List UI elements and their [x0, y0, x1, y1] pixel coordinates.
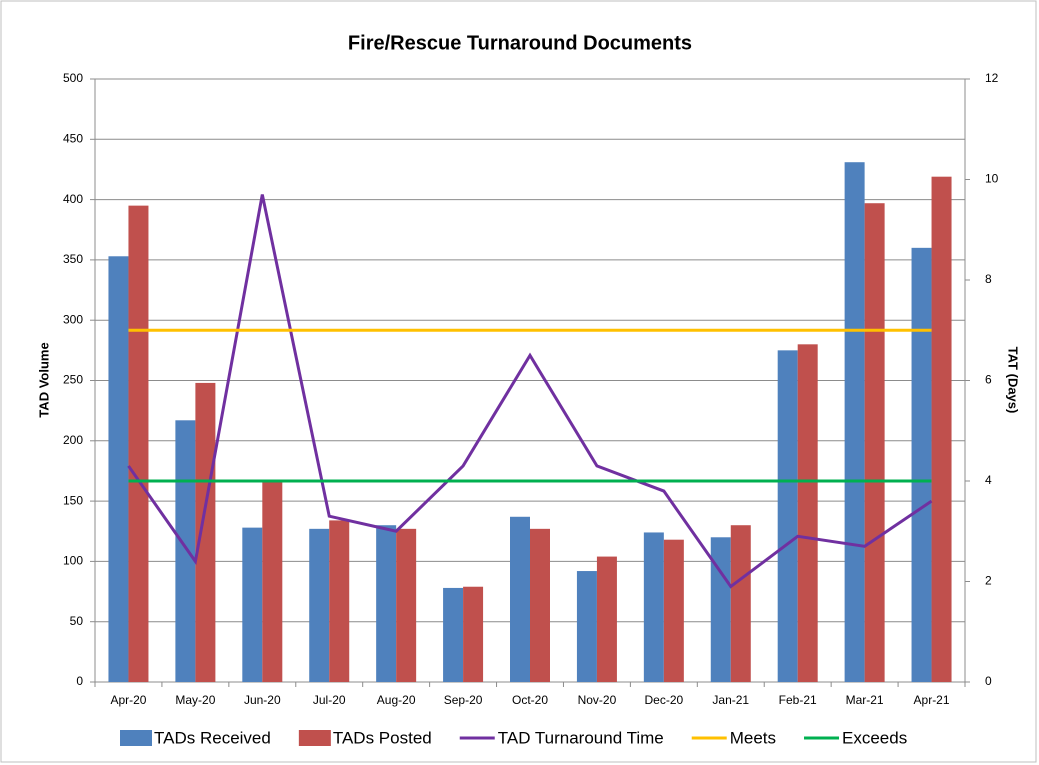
y-axis-title: TAD Volume [36, 342, 51, 417]
x-tick-label: Oct-20 [512, 693, 548, 707]
y2-tick-label: 12 [985, 71, 999, 85]
x-tick-label: Jun-20 [244, 693, 281, 707]
y-tick-label: 50 [70, 614, 84, 628]
y2-tick-label: 10 [985, 172, 999, 186]
y-tick-label: 400 [63, 192, 83, 206]
bar [195, 382, 216, 682]
x-tick-label: Apr-20 [110, 693, 146, 707]
line-series [127, 194, 933, 589]
legend-swatch [120, 730, 152, 746]
bar [911, 247, 932, 682]
y-tick-label: 250 [63, 373, 83, 387]
legend-label: TAD Turnaround Time [498, 728, 664, 747]
y-tick-label: 0 [76, 674, 83, 688]
x-tick-label: May-20 [175, 693, 215, 707]
bar [262, 481, 283, 682]
y-tick-label: 200 [63, 433, 83, 447]
bar [777, 350, 798, 682]
bar [530, 528, 550, 682]
x-tick-label: Feb-21 [779, 693, 817, 707]
x-tick-label: Mar-21 [846, 693, 884, 707]
bar [329, 520, 350, 682]
y-tick-label: 150 [63, 493, 83, 507]
x-tick-label: Nov-20 [578, 693, 617, 707]
y-tick-label: 450 [63, 131, 83, 145]
x-tick-label: Jul-20 [313, 693, 346, 707]
y2-tick-label: 4 [985, 473, 992, 487]
legend-label: TADs Received [154, 728, 271, 747]
bar [463, 586, 484, 682]
bar [128, 205, 149, 682]
x-tick-label: Apr-21 [914, 693, 950, 707]
bar [844, 162, 865, 683]
y2-tick-label: 2 [985, 574, 992, 588]
legend-label: Exceeds [842, 728, 907, 747]
bar [242, 527, 263, 682]
bar [175, 420, 196, 682]
bar [576, 571, 597, 682]
y2-axis-title: TAT (Days) [1006, 347, 1021, 414]
y-tick-label: 100 [63, 554, 83, 568]
y-tick-label: 350 [63, 252, 83, 266]
bar [710, 537, 731, 682]
x-tick-label: Dec-20 [645, 693, 684, 707]
legend-label: TADs Posted [333, 728, 432, 747]
bar [730, 525, 751, 682]
y2-tick-label: 0 [985, 674, 992, 688]
x-tick-label: Aug-20 [377, 693, 416, 707]
bar [309, 528, 330, 682]
chart-title: Fire/Rescue Turnaround Documents [348, 32, 692, 54]
y-tick-label: 500 [63, 71, 83, 85]
y2-tick-label: 6 [985, 373, 992, 387]
bar [396, 528, 417, 682]
bar [596, 556, 617, 682]
bar [797, 344, 818, 682]
x-tick-label: Jan-21 [712, 693, 749, 707]
legend-label: Meets [730, 728, 776, 747]
bar [864, 203, 885, 682]
bar [510, 516, 530, 682]
y-tick-label: 300 [63, 312, 83, 326]
legend-swatch [298, 730, 331, 746]
y2-tick-label: 8 [985, 272, 992, 286]
bar [443, 587, 464, 682]
bar [376, 525, 397, 682]
bar [931, 176, 952, 682]
x-tick-label: Sep-20 [444, 693, 483, 707]
bar [643, 532, 664, 682]
bar [108, 256, 129, 682]
bar [663, 539, 684, 682]
